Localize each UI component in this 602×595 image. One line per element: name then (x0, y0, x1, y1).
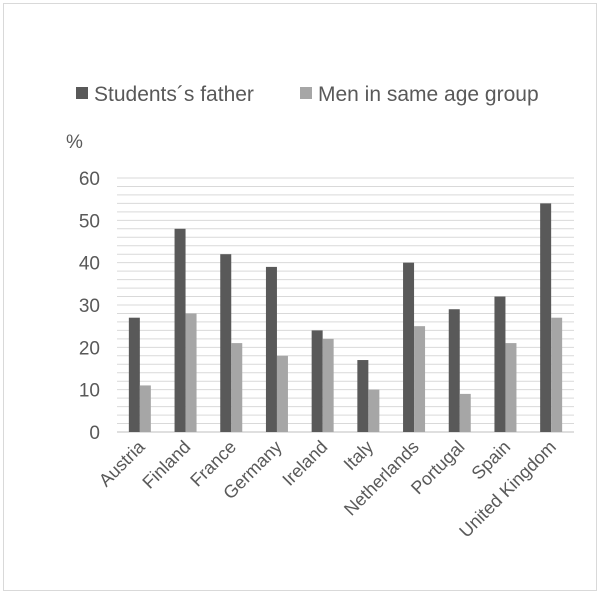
bar (505, 343, 517, 432)
legend-swatch (300, 87, 312, 99)
y-axis-ticks: 0 10 20 30 40 50 60 (79, 169, 100, 444)
bar (494, 296, 506, 432)
bar (448, 309, 460, 432)
bar (231, 343, 243, 432)
bar (139, 385, 151, 432)
bar (174, 228, 186, 432)
bar (459, 393, 471, 432)
bar (551, 317, 563, 432)
bar (368, 389, 380, 432)
legend-swatch (76, 87, 88, 99)
legend-label: Men in same age group (318, 83, 539, 106)
y-tick-label: 10 (79, 381, 100, 402)
bar (403, 262, 415, 432)
y-tick-label: 0 (89, 423, 100, 444)
y-tick-label: 40 (79, 254, 100, 275)
y-tick-label: 30 (79, 296, 100, 317)
legend: Students´s father Men in same age group (76, 83, 539, 106)
bar (540, 203, 552, 432)
bar (414, 326, 426, 432)
y-axis-unit-label: % (66, 132, 83, 153)
bar (322, 338, 334, 432)
bar (185, 313, 197, 432)
bars (128, 203, 563, 432)
y-tick-label: 60 (79, 169, 100, 190)
x-category-label: Finland (138, 437, 194, 493)
x-category-label: Italy (340, 437, 377, 474)
bar (357, 360, 369, 432)
y-tick-label: 50 (79, 211, 100, 232)
bar (276, 355, 288, 432)
x-category-label: Ireland (278, 437, 331, 490)
bar (128, 317, 140, 432)
legend-label: Students´s father (94, 83, 254, 106)
bar (311, 330, 323, 432)
bar (220, 254, 232, 432)
y-tick-label: 20 (79, 338, 100, 359)
bar (265, 266, 277, 432)
